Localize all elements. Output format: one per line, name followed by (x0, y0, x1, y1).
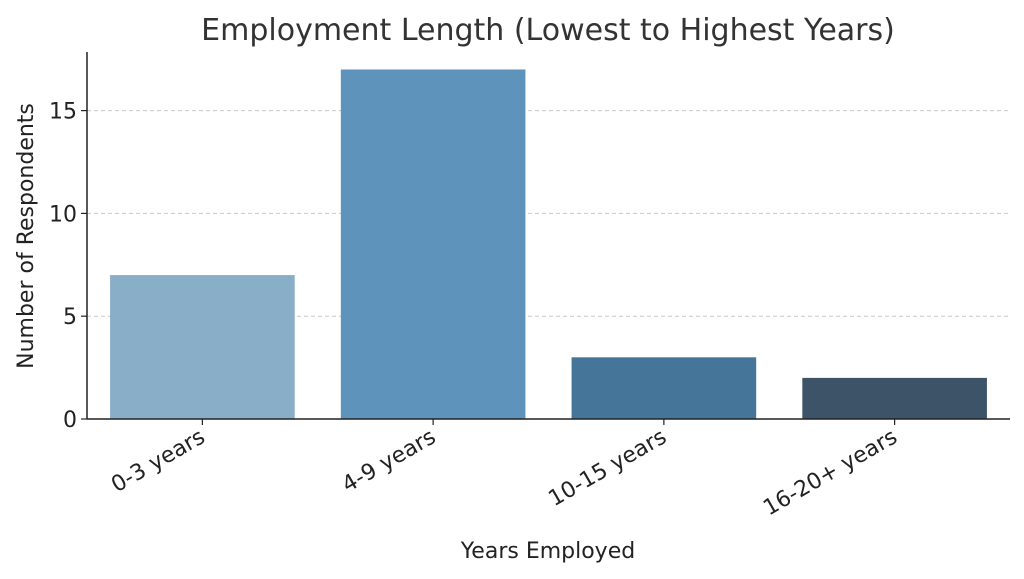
bar (571, 357, 757, 419)
x-tick-label: 10-15 years (545, 425, 671, 512)
x-tick-label: 0-3 years (107, 425, 209, 498)
bar (110, 275, 295, 419)
x-axis-label: Years Employed (460, 539, 635, 564)
bar (340, 69, 526, 419)
x-tick-label: 16-20+ years (759, 425, 901, 522)
y-tick-label: 0 (63, 408, 77, 433)
y-tick-label: 10 (49, 202, 77, 227)
y-axis-label: Number of Respondents (14, 103, 39, 369)
x-ticks: 0-3 years 4-9 years 10-15 years 16-20+ year… (107, 419, 902, 522)
y-tick-label: 5 (63, 305, 77, 330)
axes (86, 52, 1010, 420)
bar (802, 377, 987, 419)
y-tick-label: 15 (49, 100, 77, 125)
chart-title: Employment Length (Lowest to Highest Yea… (201, 13, 895, 48)
y-ticks: 0 5 10 15 (49, 100, 87, 433)
bars (110, 69, 987, 419)
x-tick-label: 4-9 years (338, 425, 440, 498)
